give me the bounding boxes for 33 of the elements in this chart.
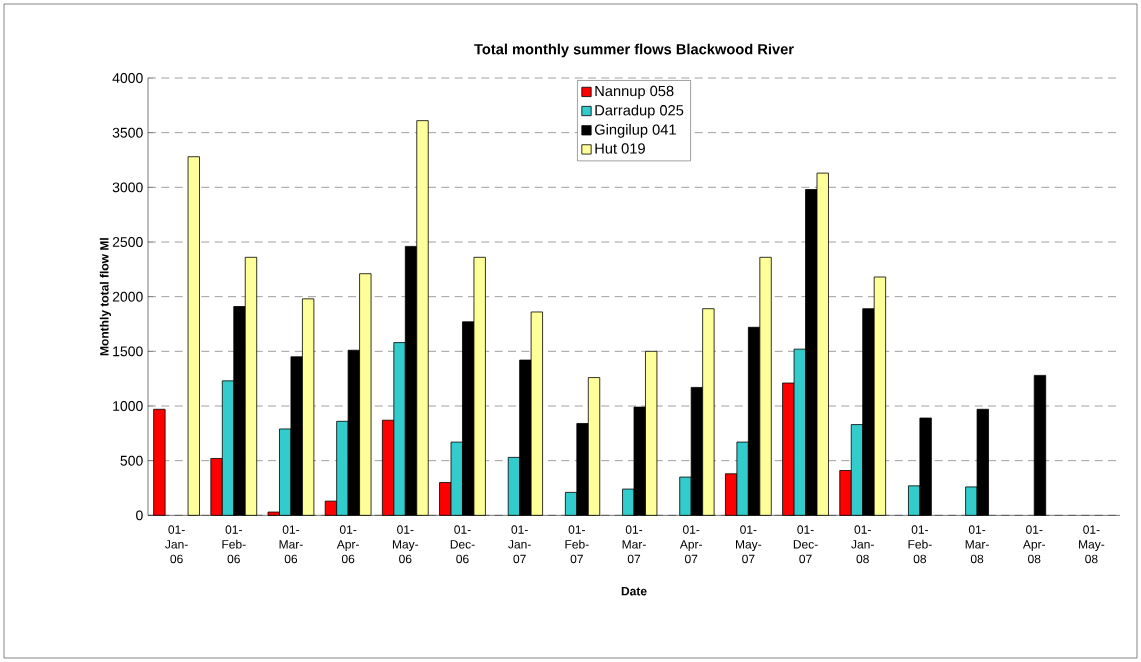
x-tick-label: 01-May-06 (392, 525, 419, 564)
chart-title: Total monthly summer flows Blackwood River (474, 43, 794, 58)
x-tick-label: 01-May-08 (1079, 525, 1105, 564)
x-tick-label: 01-Jan-07 (508, 525, 531, 564)
x-tick-label: 01-Feb-06 (222, 525, 246, 564)
y-axis-title: Monthly total flow Ml (99, 238, 111, 356)
legend-label: Darradup 025 (595, 104, 684, 119)
legend-label: Hut 019 (595, 143, 645, 154)
y-tick-label: 2000 (112, 291, 143, 302)
x-tick-label: 01-Mar-08 (965, 525, 989, 564)
legend-label: Gingilup 041 (594, 124, 676, 138)
y-tick-label: 3000 (112, 182, 143, 193)
y-tick-label: 4000 (112, 73, 143, 83)
x-tick-label: 01-Feb-08 (908, 525, 932, 564)
x-tick-label: 01-Apr-06 (336, 525, 359, 564)
x-tick-label: 01-Dec-07 (793, 525, 818, 564)
y-tick-label: 1500 (113, 346, 143, 357)
x-tick-label: 01-Apr-07 (679, 525, 702, 564)
x-tick-label: 01-Jan-06 (165, 525, 188, 564)
y-tick-label: 2500 (112, 237, 143, 247)
x-tick-label: 01-May-07 (736, 525, 762, 564)
legend-label: Nannup 058 (595, 85, 674, 100)
x-tick-label: 01-Feb-07 (565, 525, 589, 564)
x-tick-label: 01-Mar-06 (279, 525, 303, 564)
x-axis-title: Date (621, 587, 647, 596)
y-tick-label: 0 (136, 510, 143, 521)
x-tick-label: 01-Mar-07 (622, 525, 646, 564)
x-tick-label: 01-Apr-08 (1022, 525, 1046, 564)
x-tick-label: 01-Jan-08 (851, 525, 874, 564)
y-tick-label: 500 (120, 455, 143, 466)
x-tick-label: 01-Dec-06 (450, 525, 475, 564)
y-tick-label: 3500 (112, 127, 143, 138)
y-tick-label: 1000 (113, 401, 143, 411)
